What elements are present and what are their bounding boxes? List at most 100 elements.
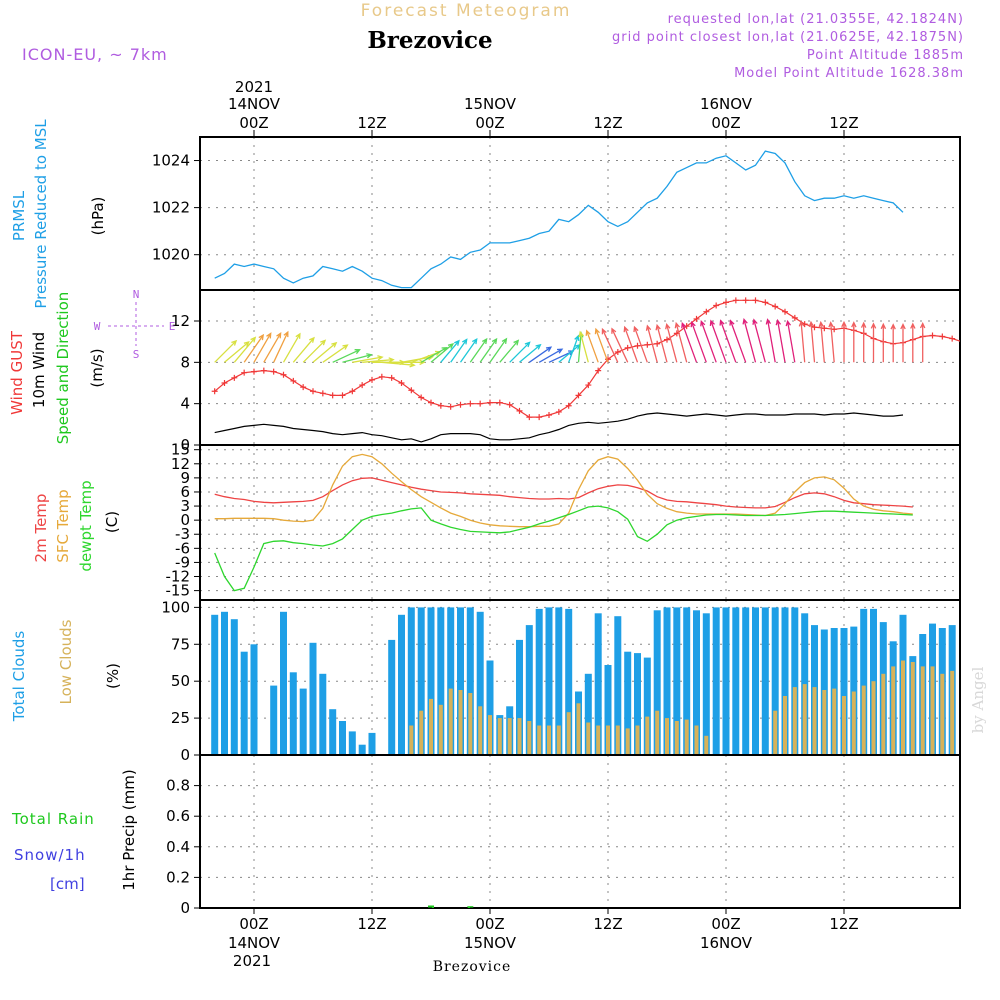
pressure-label-2: Pressure Reduced to MSL <box>32 119 50 309</box>
total-cloud-bar <box>683 607 691 755</box>
gust-marker <box>516 407 523 414</box>
wind-direction-arrow <box>785 319 796 363</box>
total-cloud-bar <box>614 616 622 755</box>
wind-direction-arrow <box>851 321 857 363</box>
bottom-hour-label: 12Z <box>829 915 858 933</box>
wind-direction-arrow <box>841 320 847 363</box>
wind-direction-arrow <box>528 346 553 363</box>
low-cloud-bar <box>950 670 955 755</box>
y-tick-label: 100 <box>161 598 190 616</box>
total-cloud-bar <box>535 608 543 755</box>
total-cloud-bar <box>447 607 455 755</box>
bottom-date-label: 15NOV <box>464 934 517 952</box>
low-cloud-bar <box>842 696 846 755</box>
total-cloud-bar <box>624 651 632 755</box>
low-cloud-bar <box>586 722 591 755</box>
low-cloud-bar <box>527 721 532 755</box>
wind-direction-arrow <box>665 322 678 363</box>
total-cloud-bar <box>545 607 553 755</box>
y-tick-label: 0.6 <box>166 807 190 825</box>
top-date-label: 16NOV <box>700 95 753 113</box>
gust-marker <box>575 392 582 399</box>
y-tick-label: 0.4 <box>166 838 190 856</box>
snow-unit: [cm] <box>50 875 85 893</box>
low-cloud-bar <box>822 690 827 755</box>
total-cloud-bar <box>791 607 799 755</box>
wind-10m-line <box>214 412 904 443</box>
gust-marker <box>585 382 592 389</box>
total-cloud-bar <box>319 673 327 755</box>
gust-marker <box>939 333 946 340</box>
pressure-panel: 1020 1022 1024 <box>152 136 961 291</box>
gust-marker <box>949 335 956 342</box>
y-tick-label: 0 <box>180 746 190 764</box>
gust-marker <box>408 387 415 394</box>
gust-marker <box>762 299 769 306</box>
gridpoint-coords: grid point closest lon,lat (21.0625E, 42… <box>612 30 964 45</box>
wind-direction-arrow <box>860 321 867 363</box>
total-cloud-bar <box>673 607 681 755</box>
low-cloud-bar <box>783 696 787 755</box>
gust-marker <box>457 401 464 408</box>
low-cloud-bar <box>409 725 414 755</box>
total-cloud-bar <box>299 688 307 755</box>
temp-dewpt-label: dewpt Temp <box>77 480 95 571</box>
precip-labels: Total Rain Snow/1h [cm] 1hr Precip (mm) <box>11 769 138 893</box>
y-tick-label: 12 <box>171 455 190 473</box>
y-tick-label: 1020 <box>152 246 190 264</box>
total-cloud-bar <box>525 625 533 755</box>
low-cloud-bar <box>891 666 896 755</box>
gust-marker <box>555 408 562 415</box>
wind-direction-arrow <box>623 325 639 363</box>
y-tick-label: -6 <box>175 539 190 557</box>
y-tick-label: -3 <box>175 525 190 543</box>
total-cloud-bar <box>850 626 858 755</box>
total-cloud-bar <box>594 613 602 755</box>
gust-marker <box>782 308 788 315</box>
low-cloud-bar <box>812 687 817 755</box>
low-cloud-bar <box>674 721 679 755</box>
wind-direction-arrow <box>391 359 426 366</box>
total-cloud-bar <box>604 665 612 755</box>
gust-marker <box>624 344 631 351</box>
pressure-label-1: PRMSL <box>10 190 28 241</box>
total-cloud-bar <box>634 653 641 755</box>
total-cloud-bar <box>309 642 317 755</box>
wind-direction-arrow <box>601 327 619 363</box>
footer-station: Brezovice <box>433 959 512 975</box>
wind-direction-arrow <box>499 339 520 363</box>
low-cloud-bar <box>940 673 945 755</box>
low-cloud-bar <box>615 725 620 755</box>
low-cloud-bar <box>488 715 492 755</box>
gust-marker <box>634 342 641 349</box>
low-cloud-bar <box>478 706 483 755</box>
wind-direction-arrow <box>342 353 373 363</box>
bottom-date-label: 16NOV <box>700 934 753 952</box>
y-tick-label: 0 <box>180 511 190 529</box>
wind-direction-arrow <box>655 323 668 363</box>
wind-direction-arrow <box>742 317 757 363</box>
low-cloud-bar <box>665 718 669 755</box>
low-cloud-bar <box>792 687 797 755</box>
gust-marker <box>310 388 316 395</box>
gust-marker <box>477 400 484 407</box>
low-cloud-bar <box>448 688 453 755</box>
gust-marker <box>565 402 572 409</box>
gust-marker <box>506 401 513 408</box>
low-cloud-bar <box>556 725 561 755</box>
y-tick-label: 4 <box>180 395 190 413</box>
total-cloud-bar <box>270 685 278 755</box>
gust-marker <box>821 325 828 332</box>
wind-direction-arrow <box>709 319 727 363</box>
wind-direction-arrow <box>469 337 488 363</box>
low-cloud-bar <box>419 710 424 755</box>
wind-direction-arrow <box>798 320 806 363</box>
wind-direction-arrow <box>633 325 648 363</box>
wind-direction-arrow <box>362 357 395 363</box>
total-cloud-bar <box>781 607 789 755</box>
gust-marker <box>546 412 552 419</box>
gust-marker <box>329 392 336 399</box>
low-cloud-bar <box>871 681 876 755</box>
